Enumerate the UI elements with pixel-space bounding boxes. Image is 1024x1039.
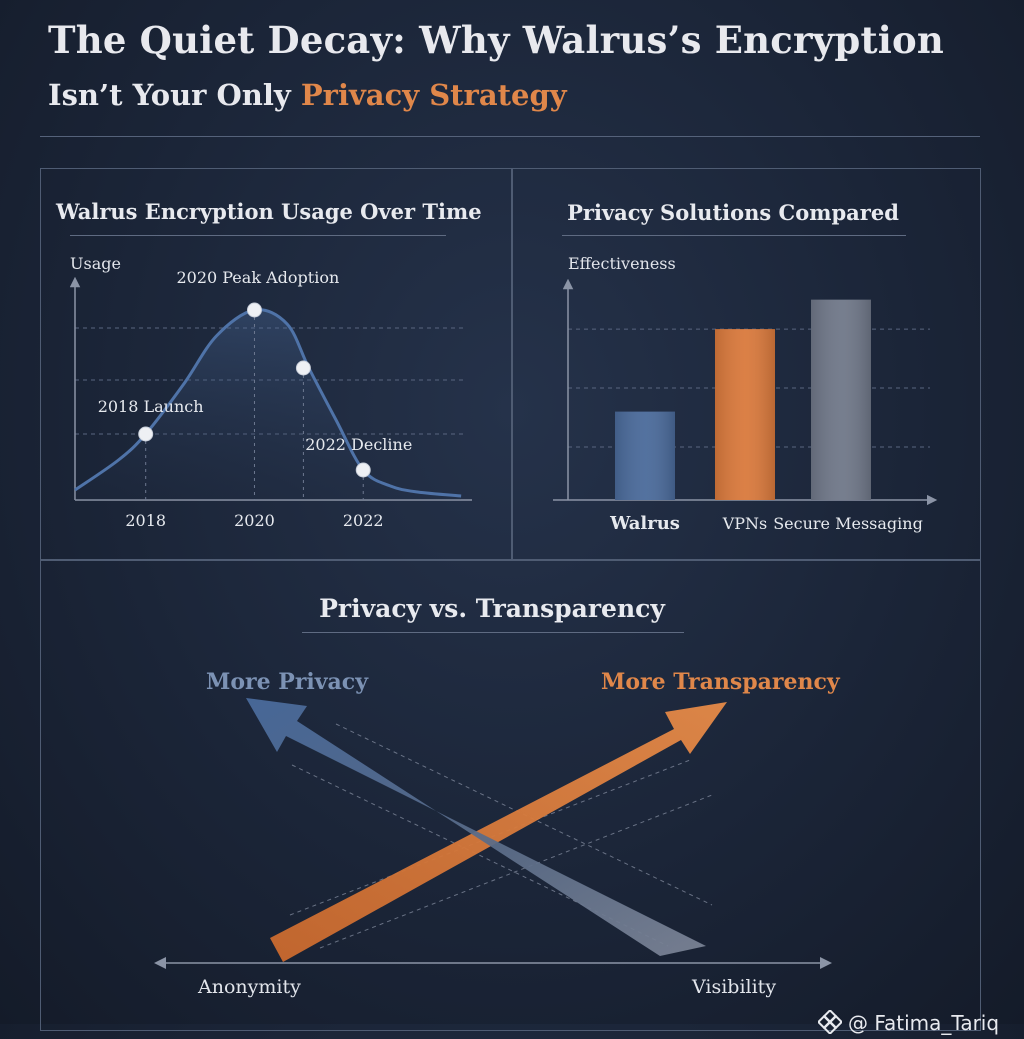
page-subtitle: Isn’t Your Only Privacy Strategy (48, 78, 567, 112)
author-credit-text: @ Fatima_Tariq (848, 1011, 1000, 1035)
page-title: The Quiet Decay: Why Walrus’s Encryption (48, 18, 944, 62)
diagram-title-underline (302, 632, 684, 633)
line-chart-title: Walrus Encryption Usage Over Time (56, 199, 482, 224)
author-credit: @ Fatima_Tariq (816, 1008, 1000, 1039)
line-chart-title-underline (70, 235, 446, 236)
diagram-title: Privacy vs. Transparency (319, 594, 665, 623)
bar-chart-title: Privacy Solutions Compared (567, 200, 899, 225)
subtitle-accent: Privacy Strategy (300, 78, 567, 112)
subtitle-prefix: Isn’t Your Only (48, 78, 301, 112)
panel-frame-diagram (40, 559, 981, 1031)
panel-frame-line-chart (40, 168, 513, 561)
bar-chart-title-underline (562, 235, 906, 236)
header-divider (40, 136, 980, 137)
panel-frame-bar-chart (511, 168, 981, 561)
diamond-logo-icon (816, 1008, 844, 1039)
